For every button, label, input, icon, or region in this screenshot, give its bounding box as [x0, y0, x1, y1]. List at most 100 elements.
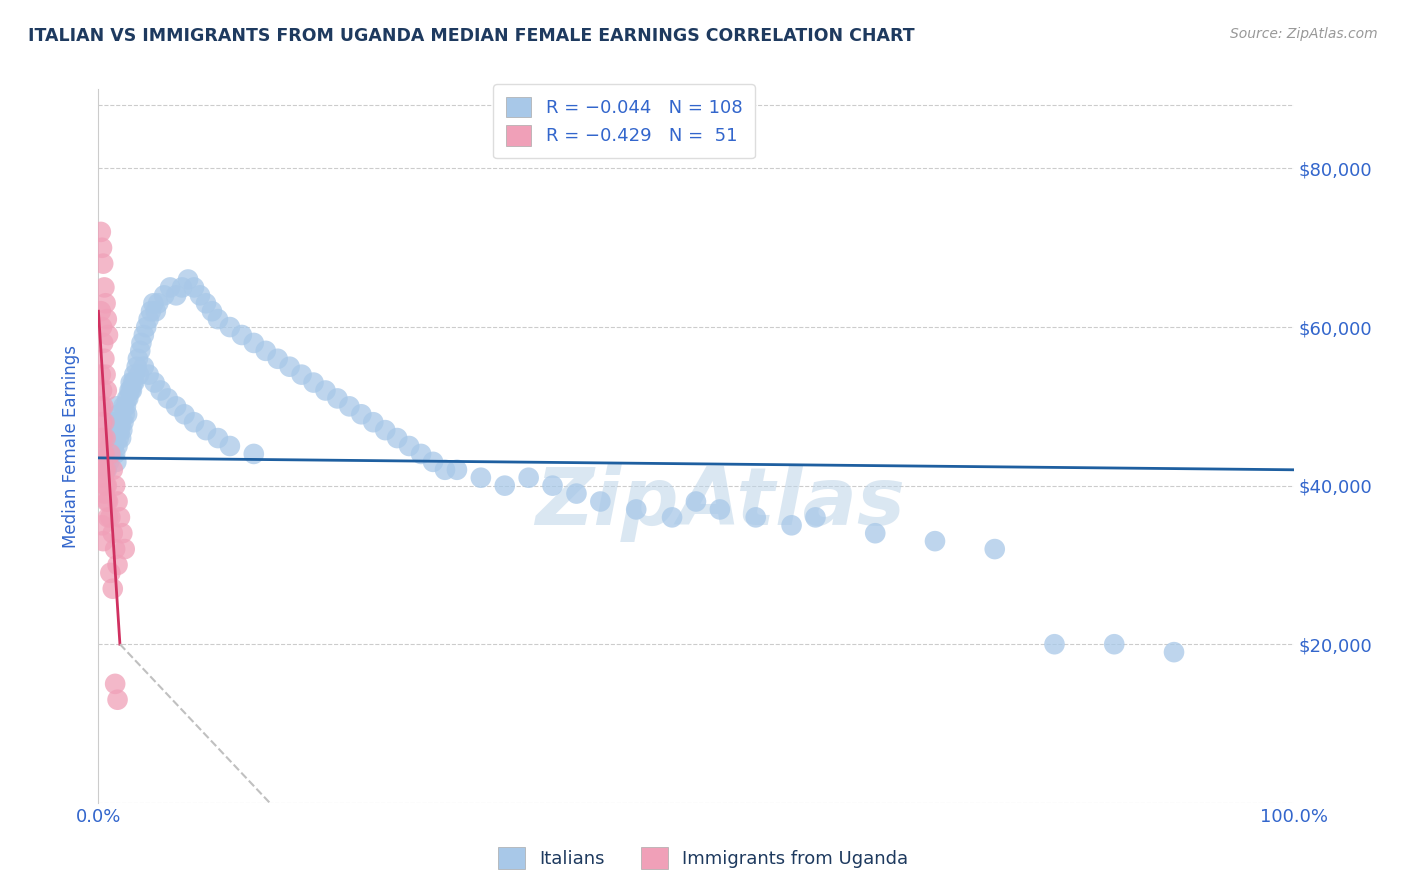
Point	[127, 351, 149, 366]
Point	[91, 518, 114, 533]
Text: ZipAtlas: ZipAtlas	[534, 464, 905, 542]
Y-axis label: Median Female Earnings: Median Female Earnings	[62, 344, 80, 548]
Point	[93, 486, 115, 500]
Point	[115, 392, 138, 406]
Point	[156, 392, 179, 406]
Point	[374, 423, 396, 437]
Point	[100, 431, 122, 445]
Point	[804, 510, 827, 524]
Point	[315, 384, 337, 398]
Point	[91, 320, 114, 334]
Point	[91, 257, 114, 271]
Point	[131, 335, 153, 350]
Point	[93, 415, 115, 429]
Point	[121, 384, 143, 398]
Point	[207, 431, 229, 445]
Point	[93, 463, 115, 477]
Point	[201, 304, 224, 318]
Point	[589, 494, 612, 508]
Point	[135, 320, 157, 334]
Point	[143, 376, 166, 390]
Point	[470, 471, 492, 485]
Point	[96, 494, 118, 508]
Point	[97, 494, 120, 508]
Point	[183, 415, 205, 429]
Point	[661, 510, 683, 524]
Point	[434, 463, 457, 477]
Point	[984, 542, 1007, 557]
Point	[120, 384, 142, 398]
Point	[91, 447, 114, 461]
Point	[411, 447, 433, 461]
Point	[398, 439, 420, 453]
Point	[132, 359, 155, 374]
Point	[96, 312, 118, 326]
Point	[96, 463, 118, 477]
Point	[243, 335, 266, 350]
Point	[91, 471, 114, 485]
Point	[101, 526, 124, 541]
Point	[1163, 645, 1185, 659]
Point	[1104, 637, 1126, 651]
Point	[111, 423, 134, 437]
Point	[104, 478, 127, 492]
Point	[107, 407, 129, 421]
Point	[90, 400, 112, 414]
Point	[385, 431, 409, 445]
Point	[118, 384, 141, 398]
Point	[177, 272, 200, 286]
Point	[103, 439, 125, 453]
Point	[98, 447, 122, 461]
Point	[219, 439, 242, 453]
Point	[195, 296, 218, 310]
Point	[101, 582, 124, 596]
Point	[105, 455, 128, 469]
Legend: Italians, Immigrants from Uganda: Italians, Immigrants from Uganda	[488, 838, 918, 879]
Point	[291, 368, 314, 382]
Point	[363, 415, 385, 429]
Point	[339, 400, 361, 414]
Point	[350, 407, 373, 421]
Point	[110, 431, 132, 445]
Point	[115, 407, 138, 421]
Point	[129, 343, 152, 358]
Point	[132, 328, 155, 343]
Point	[97, 510, 120, 524]
Point	[1043, 637, 1066, 651]
Point	[108, 423, 131, 437]
Point	[780, 518, 803, 533]
Point	[173, 407, 195, 421]
Point	[142, 296, 165, 310]
Point	[97, 328, 120, 343]
Point	[91, 431, 114, 445]
Point	[107, 431, 129, 445]
Point	[90, 368, 112, 382]
Point	[93, 280, 115, 294]
Point	[94, 296, 117, 310]
Point	[90, 225, 112, 239]
Point	[207, 312, 229, 326]
Point	[115, 400, 138, 414]
Legend: R = −0.044   N = 108, R = −0.429   N =  51: R = −0.044 N = 108, R = −0.429 N = 51	[494, 84, 755, 158]
Point	[94, 368, 117, 382]
Point	[159, 280, 181, 294]
Point	[93, 351, 115, 366]
Point	[195, 423, 218, 437]
Point	[165, 288, 187, 302]
Point	[91, 431, 114, 445]
Point	[91, 241, 114, 255]
Point	[865, 526, 887, 541]
Point	[103, 415, 125, 429]
Point	[112, 400, 135, 414]
Point	[94, 463, 117, 477]
Point	[104, 677, 127, 691]
Point	[138, 312, 160, 326]
Point	[243, 447, 266, 461]
Point	[98, 566, 122, 580]
Point	[183, 280, 205, 294]
Point	[517, 471, 540, 485]
Point	[94, 431, 117, 445]
Point	[924, 534, 946, 549]
Point	[91, 455, 114, 469]
Point	[98, 455, 121, 469]
